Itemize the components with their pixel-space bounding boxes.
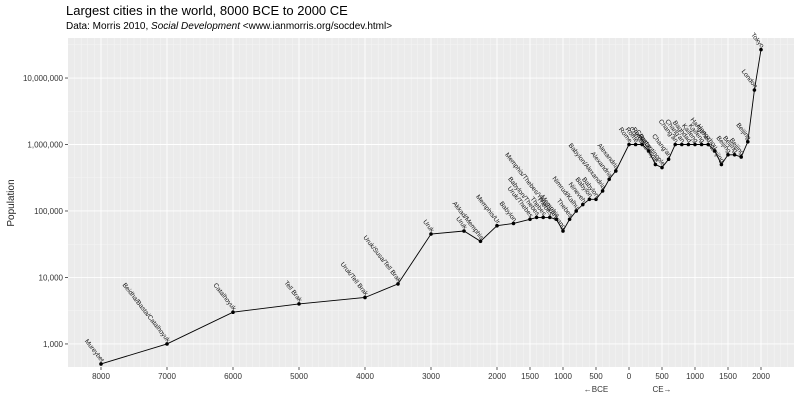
data-point	[739, 155, 743, 159]
x-tick-label: 0	[627, 372, 632, 381]
data-point	[429, 232, 433, 236]
x-tick-label: 5000	[290, 372, 308, 381]
data-point	[478, 239, 483, 244]
y-axis-label: Population	[6, 179, 17, 226]
data-point	[653, 162, 658, 167]
data-point	[511, 221, 516, 226]
y-tick-label: 1,000	[43, 340, 64, 349]
x-tick-label: 6000	[224, 372, 242, 381]
data-point	[660, 165, 664, 170]
subtitle-suffix: <www.ianmorris.org/socdev.html>	[239, 21, 393, 32]
data-point	[699, 142, 704, 147]
data-point	[693, 142, 697, 147]
data-point	[231, 310, 235, 315]
x-tick-label: 3000	[422, 372, 440, 381]
data-point	[297, 302, 301, 306]
data-point	[587, 197, 592, 202]
data-point	[534, 215, 539, 220]
chart-title: Largest cities in the world, 8000 BCE to…	[66, 3, 348, 18]
data-point	[363, 295, 367, 300]
data-point	[554, 217, 559, 222]
data-point	[686, 142, 691, 147]
series-line	[100, 49, 762, 365]
data-point	[673, 142, 677, 147]
data-point	[726, 153, 730, 157]
chart-subtitle: Data: Morris 2010, Social Development <w…	[66, 21, 392, 32]
data-point	[548, 215, 552, 220]
subtitle-prefix: Data: Morris 2010,	[66, 21, 152, 32]
data-point	[561, 229, 565, 233]
data-point	[594, 197, 598, 202]
data-point	[680, 142, 684, 147]
x-tick-label: 1000	[686, 372, 704, 381]
data-point	[640, 142, 644, 147]
x-tick-label: 2000	[488, 372, 506, 381]
x-tick-label: 4000	[356, 372, 374, 381]
data-point	[759, 47, 763, 52]
x-tick-label: 500	[589, 372, 603, 381]
x-axis: 8000 7000 6000 5000 4000 3000 2000 1500 1000 500 0…	[92, 367, 770, 394]
x-tick-label: 500	[655, 372, 669, 381]
series-points	[99, 47, 763, 366]
data-point	[541, 215, 545, 220]
data-point	[99, 362, 103, 366]
era-label-bce: ←BCE	[584, 385, 608, 394]
data-point	[614, 169, 618, 173]
data-point	[396, 282, 400, 286]
data-point	[165, 342, 169, 346]
y-tick-label: 1,000,000	[27, 141, 63, 150]
x-tick-label: 8000	[92, 372, 110, 381]
data-point	[706, 142, 710, 147]
data-point	[495, 223, 499, 228]
data-point	[607, 177, 611, 182]
data-point	[633, 142, 638, 147]
y-tick-label: 10,000,000	[23, 74, 64, 83]
grid-lines	[68, 38, 794, 367]
data-point	[528, 217, 532, 222]
y-axis: 1,000 10,000 100,000 1,000,000 10,000,000	[23, 74, 68, 349]
data-point	[746, 139, 750, 144]
data-point	[647, 149, 651, 153]
data-point	[567, 217, 572, 222]
data-point	[462, 229, 466, 233]
x-tick-label: 7000	[158, 372, 176, 381]
data-point	[574, 209, 578, 213]
x-tick-label: 1500	[719, 372, 737, 381]
data-point	[719, 162, 724, 167]
x-tick-label: 1500	[521, 372, 539, 381]
data-point	[666, 157, 671, 162]
x-tick-label: 2000	[752, 372, 770, 381]
data-point	[713, 149, 717, 153]
x-tick-label: 1000	[554, 372, 572, 381]
data-point	[627, 142, 631, 147]
era-label-ce: CE→	[652, 385, 671, 394]
y-tick-label: 100,000	[34, 207, 63, 216]
data-point	[581, 202, 585, 207]
y-tick-label: 10,000	[39, 273, 64, 282]
subtitle-source: Social Development	[151, 21, 240, 32]
data-point	[732, 153, 737, 157]
data-point	[752, 88, 757, 92]
data-point	[600, 189, 605, 193]
